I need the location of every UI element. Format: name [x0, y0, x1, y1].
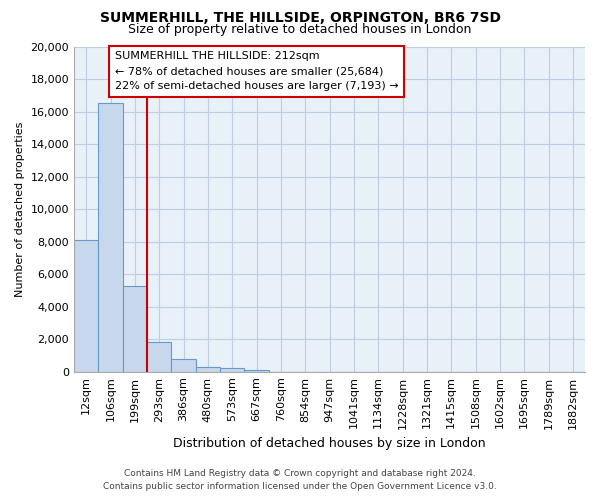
- Bar: [196, 367, 220, 372]
- Bar: [172, 358, 196, 372]
- Bar: [244, 370, 269, 372]
- Text: SUMMERHILL, THE HILLSIDE, ORPINGTON, BR6 7SD: SUMMERHILL, THE HILLSIDE, ORPINGTON, BR6…: [100, 11, 500, 25]
- Bar: [98, 104, 123, 372]
- Bar: [123, 286, 147, 372]
- Bar: [220, 368, 244, 372]
- Bar: [147, 342, 172, 372]
- Text: Size of property relative to detached houses in London: Size of property relative to detached ho…: [128, 22, 472, 36]
- Y-axis label: Number of detached properties: Number of detached properties: [15, 122, 25, 297]
- Text: Contains HM Land Registry data © Crown copyright and database right 2024.
Contai: Contains HM Land Registry data © Crown c…: [103, 470, 497, 491]
- X-axis label: Distribution of detached houses by size in London: Distribution of detached houses by size …: [173, 437, 486, 450]
- Text: SUMMERHILL THE HILLSIDE: 212sqm
← 78% of detached houses are smaller (25,684)
22: SUMMERHILL THE HILLSIDE: 212sqm ← 78% of…: [115, 52, 398, 91]
- Bar: [74, 240, 98, 372]
